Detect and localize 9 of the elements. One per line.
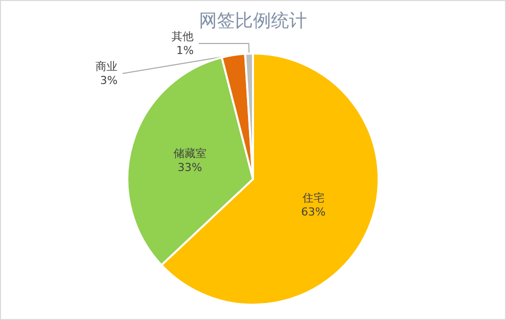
data-label: 3% <box>100 74 118 88</box>
slice-label: 住宅 <box>302 192 324 205</box>
data-label: 1% <box>176 44 194 58</box>
slice-label: 储藏室 <box>173 147 206 160</box>
chart-title: 网签比例统计 <box>199 10 307 32</box>
slice-label: 其他 <box>172 30 194 44</box>
data-label: 33% <box>178 161 202 174</box>
data-label: 63% <box>301 206 326 219</box>
slice-label: 商业 <box>96 60 118 74</box>
